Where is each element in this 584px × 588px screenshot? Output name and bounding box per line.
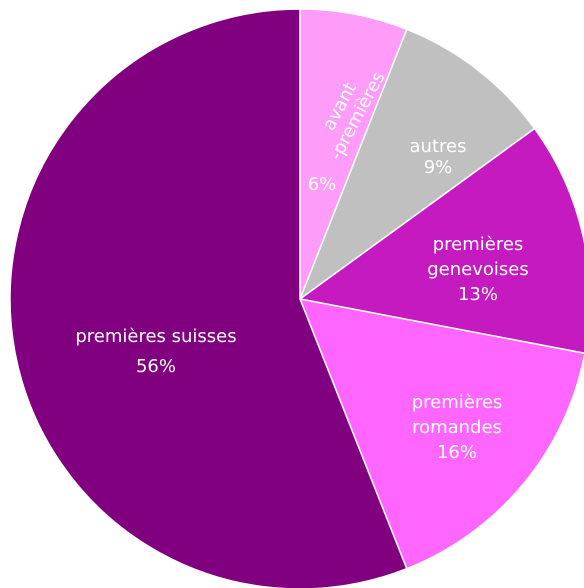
- pie-slice-romandes: [298, 298, 584, 570]
- pie-slice-suisses: [9, 8, 408, 588]
- slice-label-romandes-line-1: premières: [412, 392, 503, 413]
- slice-value-avant: 6%: [308, 174, 337, 195]
- slice-value-romandes: 16%: [437, 442, 477, 463]
- pie-slice-genevoises: [298, 127, 584, 354]
- slice-label-genevoises-line-1: premières: [433, 234, 524, 255]
- slice-label-genevoises-line-2: genevoises: [427, 259, 528, 280]
- slice-value-autres: 9%: [424, 157, 453, 178]
- slice-value-suisses: 56%: [136, 356, 176, 377]
- slice-label-suisses: premières suisses: [75, 326, 236, 347]
- pie-slices: [9, 8, 584, 588]
- pie-slice-autres: [298, 28, 536, 302]
- slice-value-genevoises: 13%: [458, 284, 498, 305]
- slice-label-romandes-line-2: romandes: [412, 417, 502, 438]
- slice-label-autres: autres: [410, 136, 467, 157]
